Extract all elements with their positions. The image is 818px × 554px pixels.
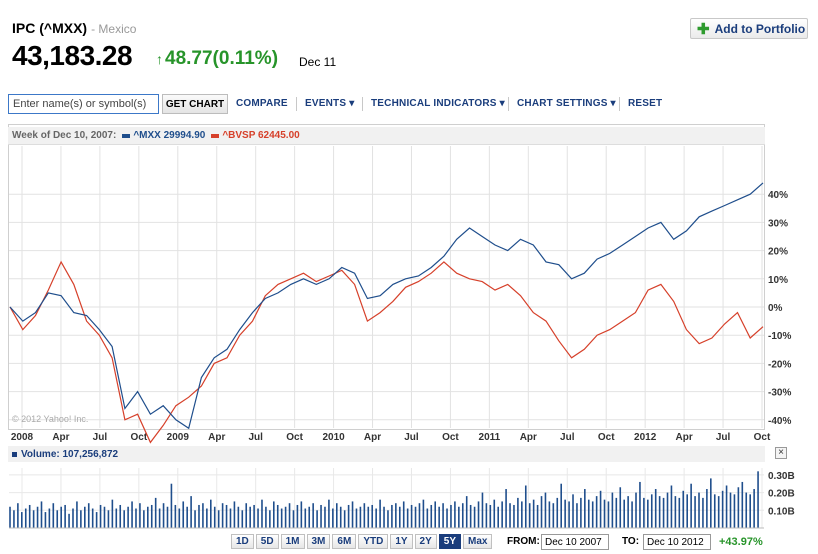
- volume-header: Volume: 107,256,872: [8, 446, 765, 462]
- x-tick-label: Apr: [675, 432, 692, 443]
- volume-square-icon: [12, 451, 17, 457]
- last-price: 43,183.28: [12, 40, 133, 71]
- range-selector: 1D 5D 1M 3M 6M YTD 1Y 2Y 5Y Max: [231, 534, 493, 549]
- y-tick-label: -20%: [768, 359, 791, 370]
- legend-bvsp: ^BVSP 62445.00: [222, 130, 300, 141]
- range-button-max[interactable]: Max: [463, 534, 493, 549]
- range-button-5d[interactable]: 5D: [255, 534, 279, 549]
- x-tick-label: Oct: [442, 432, 459, 443]
- technical-indicators-menu[interactable]: TECHNICAL INDICATORS ▾: [371, 98, 505, 109]
- volume-label: Volume: 107,256,872: [21, 448, 119, 460]
- compare-link[interactable]: COMPARE: [236, 98, 288, 109]
- x-tick-label: Apr: [520, 432, 537, 443]
- close-volume-button[interactable]: ×: [775, 447, 787, 459]
- volume-tick-label: 0.30B: [768, 471, 795, 482]
- from-label: FROM:: [507, 536, 540, 547]
- get-chart-button[interactable]: GET CHART: [162, 94, 228, 114]
- y-tick-label: -40%: [768, 416, 791, 427]
- range-button-5y[interactable]: 5Y: [438, 534, 462, 549]
- price-change: ↑ 48.77(0.11%): [156, 48, 278, 70]
- x-tick-label: 2008: [11, 432, 34, 443]
- range-button-ytd[interactable]: YTD: [358, 534, 389, 549]
- x-tick-label: Oct: [754, 432, 771, 443]
- toolbar-divider: [296, 97, 297, 111]
- legend-mxx: ^MXX 29994.90: [133, 130, 206, 141]
- x-tick-label: Oct: [598, 432, 615, 443]
- x-tick-label: Jul: [93, 432, 108, 443]
- x-tick-label: 2012: [634, 432, 657, 443]
- y-tick-label: 0%: [768, 303, 783, 314]
- x-tick-label: Jul: [404, 432, 419, 443]
- range-button-2y[interactable]: 2Y: [414, 534, 437, 549]
- y-tick-label: 40%: [768, 190, 788, 201]
- x-tick-label: Jul: [560, 432, 575, 443]
- range-button-3m[interactable]: 3M: [306, 534, 331, 549]
- chart-settings-menu[interactable]: CHART SETTINGS ▾: [517, 98, 616, 109]
- x-tick-label: 2011: [479, 432, 501, 443]
- toolbar-divider: [619, 97, 620, 111]
- mxx-swatch: [122, 133, 131, 138]
- volume-tick-label: 0.20B: [768, 489, 795, 500]
- y-tick-label: -30%: [768, 388, 791, 399]
- range-button-1d[interactable]: 1D: [231, 534, 254, 549]
- x-tick-label: Apr: [364, 432, 381, 443]
- y-tick-label: 20%: [768, 247, 788, 258]
- range-button-6m[interactable]: 6M: [332, 534, 357, 549]
- reset-link[interactable]: RESET: [628, 98, 663, 109]
- symbol-search-input[interactable]: [8, 94, 159, 114]
- x-tick-label: Jul: [248, 432, 263, 443]
- change-value: 48.77(0.11%): [165, 48, 279, 69]
- events-menu[interactable]: EVENTS ▾: [305, 98, 355, 109]
- add-to-portfolio-button[interactable]: ✚ Add to Portfolio: [690, 18, 808, 39]
- y-tick-label: 10%: [768, 275, 788, 286]
- plus-icon: ✚: [697, 20, 710, 38]
- bvsp-swatch: [211, 133, 220, 138]
- x-tick-label: Apr: [208, 432, 225, 443]
- y-tick-label: -10%: [768, 331, 791, 342]
- from-date-input[interactable]: [541, 534, 609, 550]
- legend-week: Week of Dec 10, 2007:: [12, 130, 117, 141]
- to-date-input[interactable]: [643, 534, 711, 550]
- toolbar-divider: [362, 97, 363, 111]
- x-tick-label: 2010: [322, 432, 345, 443]
- x-tick-label: Apr: [52, 432, 69, 443]
- range-button-1m[interactable]: 1M: [280, 534, 305, 549]
- market-name: - Mexico: [91, 22, 137, 36]
- x-tick-label: Oct: [131, 432, 148, 443]
- x-tick-label: Jul: [716, 432, 731, 443]
- quote-title: IPC (^MXX) - Mexico: [12, 20, 136, 36]
- total-change: +43.97%: [719, 536, 763, 548]
- x-tick-label: Oct: [286, 432, 303, 443]
- x-tick-label: 2009: [167, 432, 190, 443]
- volume-tick-label: 0.10B: [768, 506, 795, 517]
- y-tick-label: 30%: [768, 218, 788, 229]
- chart-legend: Week of Dec 10, 2007: ^MXX 29994.90 ^BVS…: [8, 127, 765, 145]
- chart-frame: [8, 124, 765, 430]
- chart-toolbar: GET CHART COMPARE EVENTS ▾ TECHNICAL IND…: [0, 94, 818, 114]
- up-arrow-icon: ↑: [156, 51, 163, 67]
- to-label: TO:: [622, 536, 640, 547]
- range-button-1y[interactable]: 1Y: [390, 534, 413, 549]
- toolbar-divider: [508, 97, 509, 111]
- symbol-name: IPC (^MXX): [12, 20, 88, 36]
- quote-date: Dec 11: [299, 55, 337, 69]
- add-portfolio-label: Add to Portfolio: [714, 21, 806, 36]
